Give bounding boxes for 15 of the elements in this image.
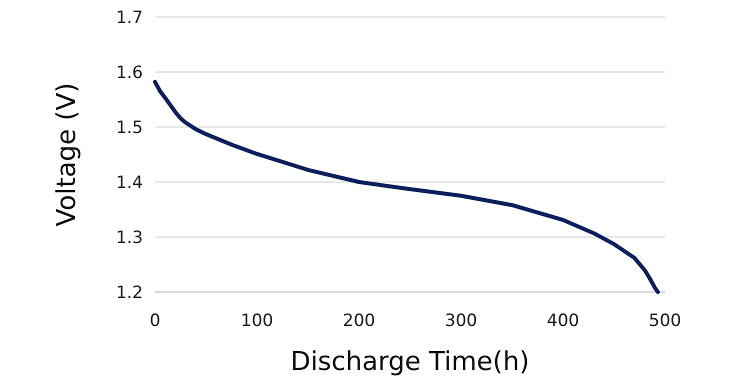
x-tick-label: 500 [648, 311, 682, 331]
x-tick-label: 200 [342, 311, 376, 331]
x-tick-label: 100 [240, 311, 274, 331]
x-tick-label: 300 [444, 311, 478, 331]
y-tick-label: 1.2 [116, 283, 143, 303]
y-tick-label: 1.4 [116, 173, 143, 193]
x-axis-title: Discharge Time(h) [290, 347, 530, 377]
y-tick-label: 1.3 [116, 228, 143, 248]
y-tick-label: 1.6 [116, 63, 143, 83]
x-tick-label: 0 [150, 311, 160, 331]
y-tick-label: 1.5 [116, 118, 143, 138]
line-series [153, 80, 660, 294]
x-tick-label: 400 [546, 311, 580, 331]
y-axis-title: Voltage (V) [52, 82, 82, 226]
y-tick-label: 1.7 [116, 8, 143, 28]
